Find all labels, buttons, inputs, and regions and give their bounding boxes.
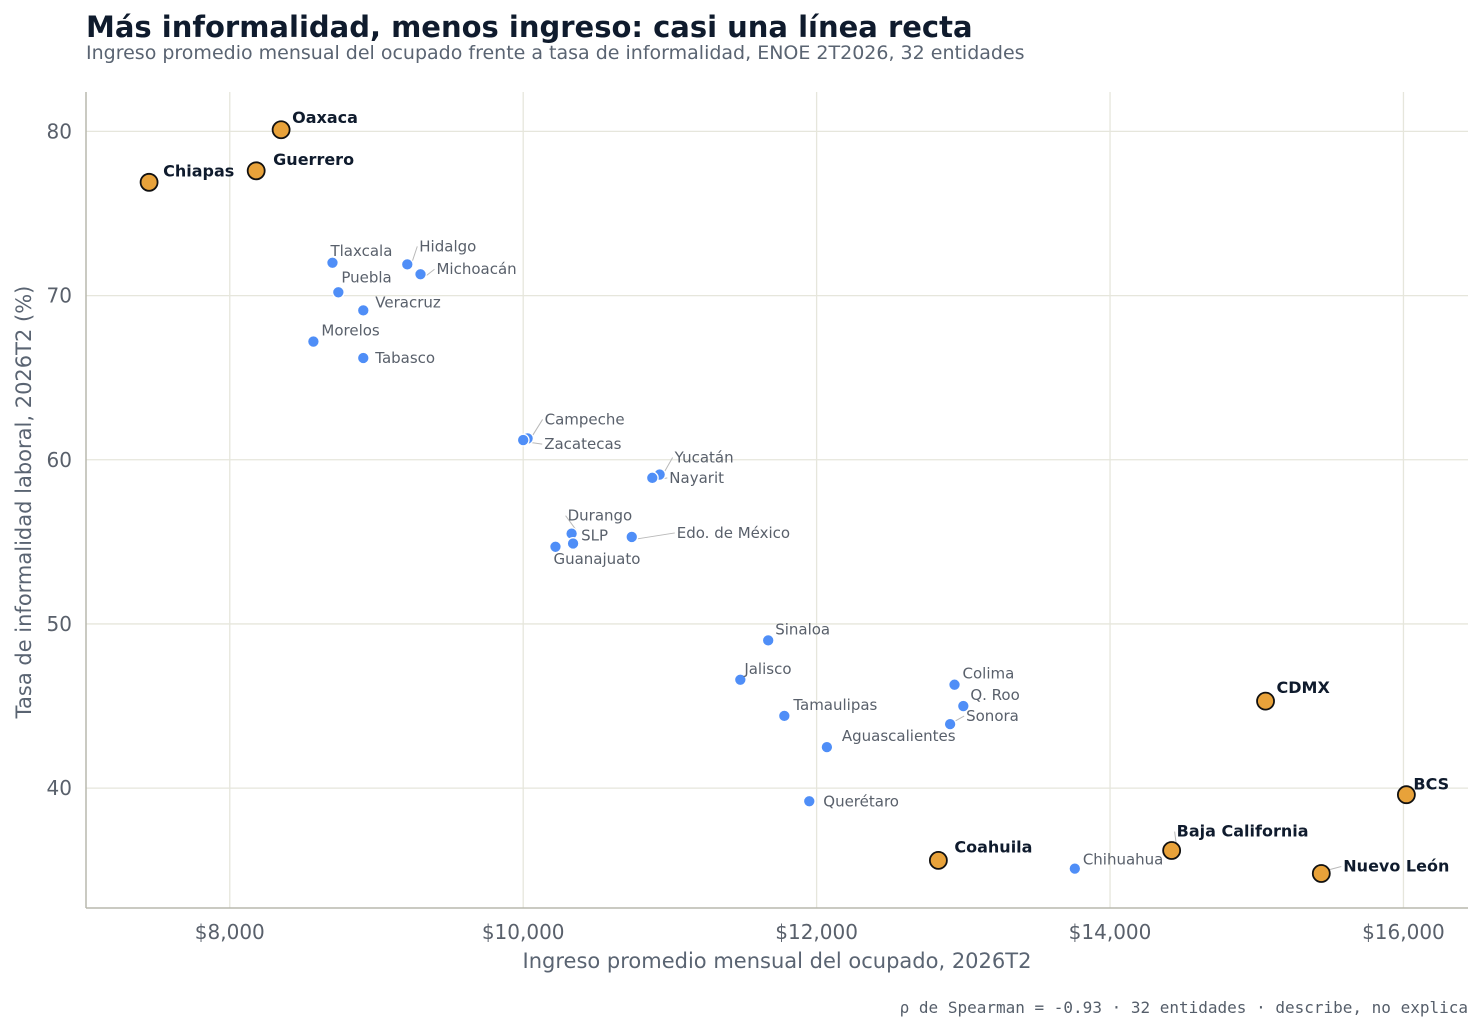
point-label: Aguascalientes <box>842 727 956 745</box>
point-edo-de-méxico <box>625 530 639 544</box>
point-label: Tamaulipas <box>792 696 877 714</box>
point-label: Guerrero <box>273 150 354 169</box>
point-jalisco <box>733 673 747 687</box>
label-leader <box>954 715 965 722</box>
point-label: Durango <box>568 507 633 525</box>
point-hidalgo <box>400 257 414 271</box>
point-label: Colima <box>963 665 1015 683</box>
point-label: Baja California <box>1177 822 1309 841</box>
label-leader <box>664 457 674 472</box>
grid <box>86 92 1468 908</box>
point-nuevo-león <box>1311 864 1331 883</box>
point-q-roo <box>956 699 970 713</box>
x-tick-label: $12,000 <box>775 920 858 944</box>
point-tlaxcala <box>326 256 339 270</box>
x-tick-label: $8,000 <box>195 920 265 944</box>
point-label: Puebla <box>341 268 391 286</box>
point-morelos <box>306 335 320 349</box>
point-guanajuato <box>549 540 562 554</box>
point-bcs <box>1396 785 1416 805</box>
point-label: Edo. de México <box>677 524 790 542</box>
label-leader <box>425 268 435 277</box>
point-label: Q. Roo <box>970 686 1019 704</box>
label-leader <box>636 532 675 540</box>
point-label: Zacatecas <box>544 435 621 453</box>
point-guerrero <box>246 161 266 181</box>
point-label: Guanajuato <box>553 550 640 568</box>
point-cdmx <box>1256 691 1275 711</box>
point-label: Coahuila <box>954 837 1032 856</box>
point-sinaloa <box>761 633 775 647</box>
y-axis-label: Tasa de informalidad laboral, 2026T2 (%) <box>12 286 36 720</box>
point-tamaulipas <box>777 709 791 723</box>
x-tick-label: $16,000 <box>1362 920 1445 944</box>
point-label: Veracruz <box>375 293 441 311</box>
point-label: Querétaro <box>823 792 899 810</box>
point-slp <box>566 537 580 550</box>
label-leader <box>411 246 418 262</box>
point-tabasco <box>356 351 370 365</box>
point-chiapas <box>139 172 159 192</box>
chart-title: Más informalidad, menos ingreso: casi un… <box>86 10 973 44</box>
point-label: CDMX <box>1277 678 1331 697</box>
y-tick-label: 70 <box>47 284 72 308</box>
point-nayarit <box>645 471 659 485</box>
chart-subtitle: Ingreso promedio mensual del ocupado fre… <box>86 42 1025 64</box>
point-colima <box>948 678 961 692</box>
point-label: Chiapas <box>163 161 234 180</box>
point-sonora <box>943 717 957 731</box>
point-label: Nuevo León <box>1343 857 1449 876</box>
point-label: Tlaxcala <box>329 242 392 260</box>
point-oaxaca <box>271 120 291 140</box>
point-querétaro <box>802 794 816 808</box>
point-zacatecas <box>516 433 530 447</box>
point-label: Sonora <box>966 707 1019 725</box>
point-label: Campeche <box>545 410 625 428</box>
point-veracruz <box>356 303 370 317</box>
point-label: Chihuahua <box>1083 851 1164 869</box>
y-tick-label: 60 <box>47 448 72 472</box>
point-label: Jalisco <box>743 660 791 678</box>
point-labels: Oaxaca Chiapas Guerrero Tlaxcala Hidalgo Mich… <box>163 108 1449 876</box>
point-label: Tabasco <box>374 349 435 367</box>
x-tick-label: $14,000 <box>1069 920 1152 944</box>
point-label: Hidalgo <box>419 237 476 255</box>
point-baja-california <box>1162 841 1182 860</box>
point-label: Michoacán <box>436 260 516 278</box>
label-leader <box>532 419 544 436</box>
point-aguascalientes <box>820 740 834 754</box>
point-label: Yucatán <box>674 449 734 467</box>
point-michoacán <box>414 267 427 281</box>
x-axis-label: Ingreso promedio mensual del ocupado, 20… <box>523 949 1032 973</box>
point-puebla <box>331 285 345 299</box>
point-label: Nayarit <box>669 469 724 487</box>
y-tick-label: 40 <box>47 776 72 800</box>
point-label: Oaxaca <box>292 108 358 127</box>
axes: $8,000 $10,000 $12,000 $14,000 $16,000 40 50 60… <box>47 92 1468 944</box>
point-label: Morelos <box>321 322 380 340</box>
point-chihuahua <box>1068 862 1082 876</box>
y-tick-label: 80 <box>47 119 72 143</box>
y-tick-label: 50 <box>47 612 72 636</box>
footnote: ρ de Spearman = -0.93 · 32 entidades · d… <box>899 998 1468 1017</box>
point-label: SLP <box>581 527 608 545</box>
label-leaders <box>411 246 1342 872</box>
point-label: BCS <box>1413 775 1449 794</box>
data-points <box>139 120 1416 883</box>
point-coahuila <box>928 850 948 870</box>
x-tick-label: $10,000 <box>482 920 565 944</box>
point-label: Sinaloa <box>775 620 830 638</box>
